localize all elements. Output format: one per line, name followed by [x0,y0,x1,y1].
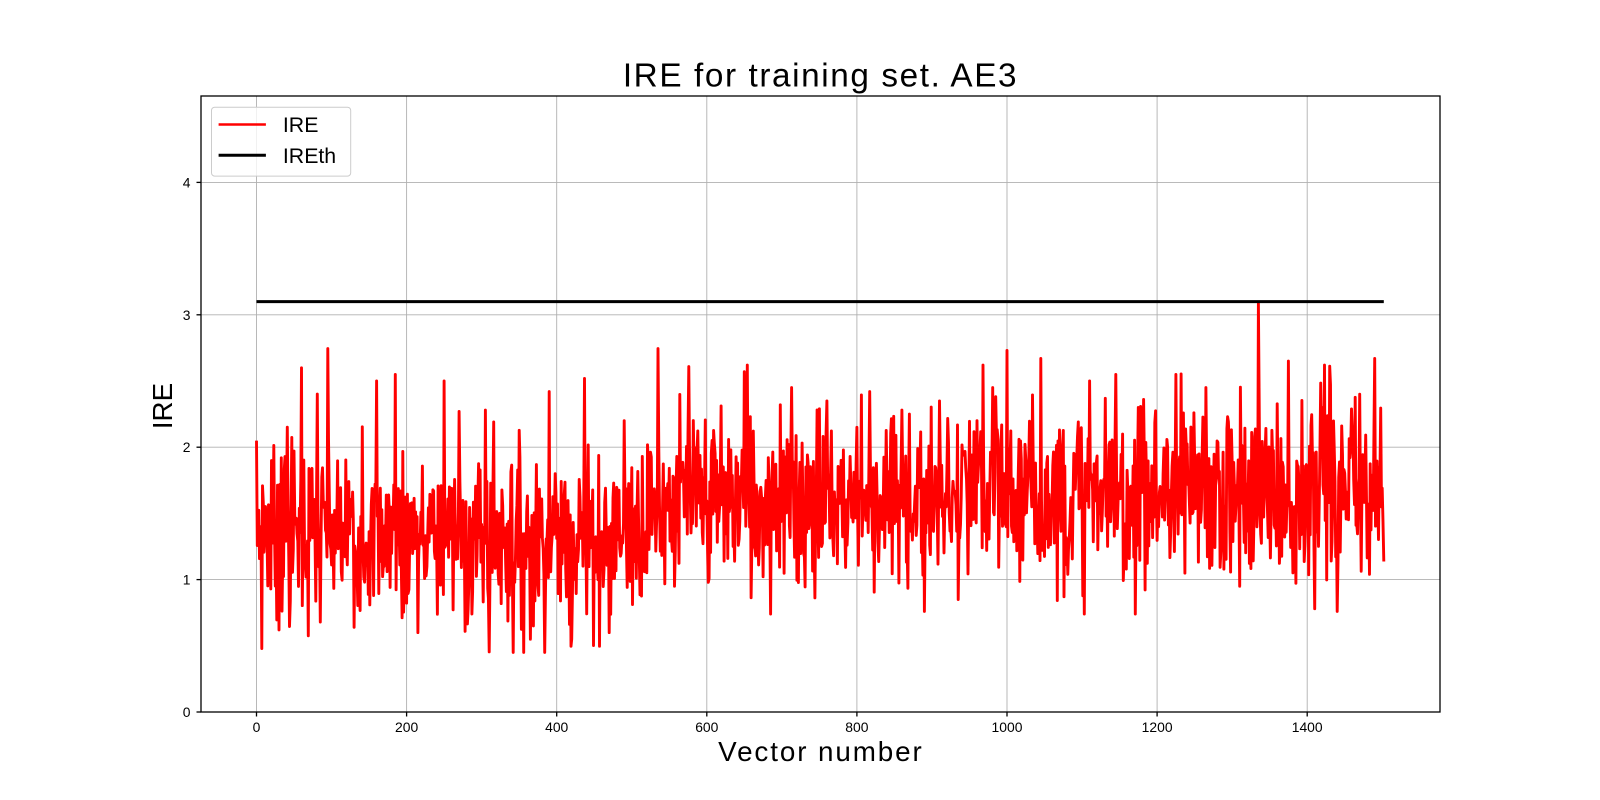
svg-text:IREth: IREth [283,144,336,168]
svg-text:4: 4 [183,174,191,190]
svg-text:IRE for training set. AE3: IRE for training set. AE3 [623,58,1018,95]
svg-text:0: 0 [253,719,261,735]
svg-text:IRE: IRE [147,383,178,429]
svg-text:0: 0 [183,704,191,720]
svg-text:800: 800 [845,719,868,735]
svg-text:200: 200 [395,719,418,735]
svg-text:400: 400 [545,719,568,735]
svg-text:1000: 1000 [992,719,1023,735]
svg-text:1: 1 [183,572,191,588]
svg-text:3: 3 [183,307,191,323]
svg-text:1400: 1400 [1292,719,1323,735]
svg-text:600: 600 [695,719,718,735]
svg-text:Vector number: Vector number [718,736,923,767]
svg-text:1200: 1200 [1142,719,1173,735]
svg-text:2: 2 [183,439,191,455]
svg-text:IRE: IRE [283,113,319,137]
